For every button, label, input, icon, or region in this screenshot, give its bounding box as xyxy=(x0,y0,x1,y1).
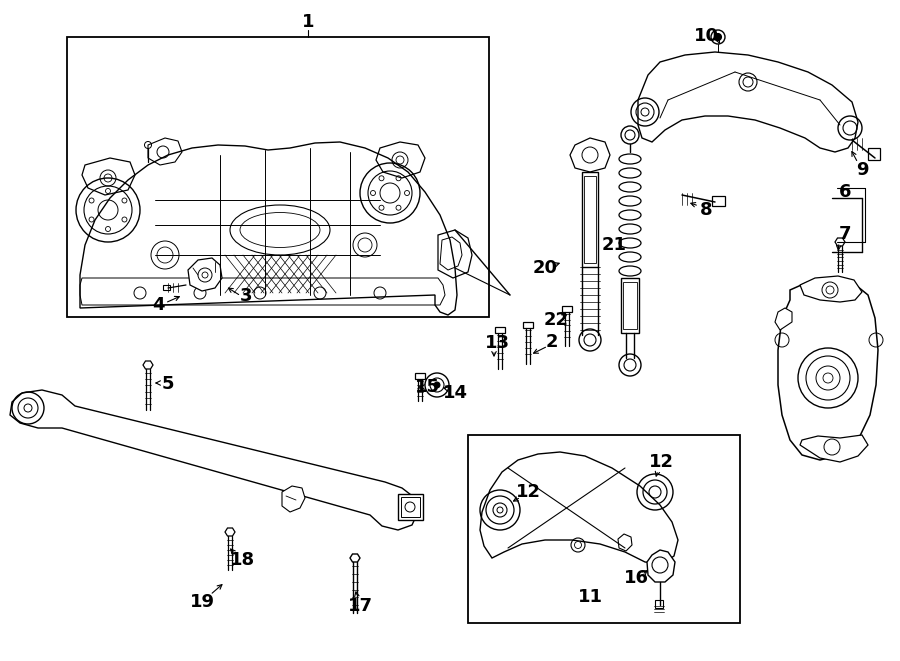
Bar xyxy=(401,497,420,517)
Bar xyxy=(398,494,423,520)
Polygon shape xyxy=(835,238,845,246)
Text: 2: 2 xyxy=(545,333,558,351)
Bar xyxy=(623,282,637,329)
Polygon shape xyxy=(188,258,222,291)
Polygon shape xyxy=(778,278,878,460)
Bar xyxy=(163,285,170,290)
Text: 17: 17 xyxy=(347,597,373,615)
Polygon shape xyxy=(800,435,868,462)
Text: 18: 18 xyxy=(230,551,255,569)
Bar xyxy=(495,327,505,333)
Text: 12: 12 xyxy=(516,483,541,501)
Bar xyxy=(562,306,572,312)
Bar xyxy=(868,148,880,160)
Text: 13: 13 xyxy=(484,334,509,352)
Circle shape xyxy=(574,541,581,549)
Bar xyxy=(621,278,639,333)
Polygon shape xyxy=(647,550,675,582)
Text: 1: 1 xyxy=(302,13,314,31)
Text: 14: 14 xyxy=(443,384,467,402)
Polygon shape xyxy=(775,308,792,330)
Text: 20: 20 xyxy=(533,259,557,277)
Bar xyxy=(468,435,740,623)
Bar xyxy=(523,322,533,328)
Text: 19: 19 xyxy=(190,593,214,611)
Circle shape xyxy=(425,373,449,397)
Polygon shape xyxy=(480,452,678,564)
Polygon shape xyxy=(10,390,418,530)
Bar xyxy=(655,600,663,608)
Text: 22: 22 xyxy=(544,311,569,329)
Polygon shape xyxy=(800,276,862,302)
Polygon shape xyxy=(618,534,632,551)
Circle shape xyxy=(715,34,722,40)
Bar xyxy=(582,172,598,267)
Text: 4: 4 xyxy=(152,296,164,314)
Text: 8: 8 xyxy=(699,201,712,219)
Polygon shape xyxy=(282,486,305,512)
Bar xyxy=(415,373,425,379)
Bar xyxy=(67,37,489,317)
Polygon shape xyxy=(350,554,360,562)
Polygon shape xyxy=(225,528,235,536)
Text: 5: 5 xyxy=(162,375,175,393)
Polygon shape xyxy=(143,361,153,369)
Bar xyxy=(712,196,725,206)
Polygon shape xyxy=(570,138,610,172)
Circle shape xyxy=(434,382,440,388)
Text: 16: 16 xyxy=(624,569,649,587)
Text: 15: 15 xyxy=(415,378,439,396)
Text: 11: 11 xyxy=(578,588,602,606)
Text: 12: 12 xyxy=(649,453,673,471)
Text: 9: 9 xyxy=(856,161,868,179)
Polygon shape xyxy=(80,142,457,315)
Bar xyxy=(584,176,596,263)
Text: 7: 7 xyxy=(839,225,851,243)
Text: 21: 21 xyxy=(601,236,626,254)
Text: 3: 3 xyxy=(239,287,252,305)
Text: 6: 6 xyxy=(839,183,851,201)
Text: 10: 10 xyxy=(694,27,718,45)
Polygon shape xyxy=(638,52,858,152)
